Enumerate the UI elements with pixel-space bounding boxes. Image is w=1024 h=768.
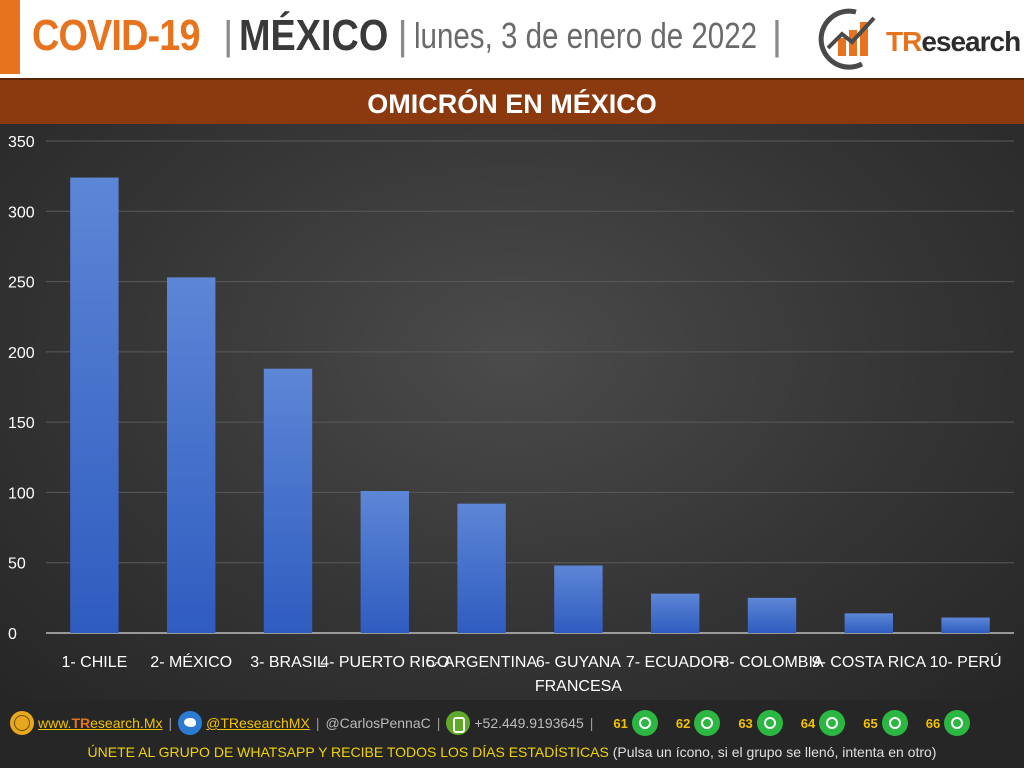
whatsapp-icon[interactable] (881, 710, 908, 736)
title-separator: | (771, 13, 783, 58)
y-tick-label: 150 (8, 415, 35, 432)
bar (747, 597, 797, 633)
bar (263, 368, 313, 633)
whatsapp-icon[interactable] (756, 710, 783, 736)
whatsapp-group-number: 62 (675, 715, 691, 731)
chart-title: OMICRÓN EN MÉXICO (367, 89, 657, 119)
header-accent (0, 0, 20, 74)
whatsapp-group-number: 63 (738, 715, 753, 731)
whatsapp-group-number: 61 (613, 715, 628, 731)
footer-bar: www.TResearch.Mx | @TResearchMX | @Carlo… (0, 700, 1024, 768)
phone-icon[interactable] (446, 711, 471, 735)
bar-chart: 0 50 100 150 200 250 300 350 1- CHILE 2- MÉXICO 3-… (8, 134, 1014, 695)
x-tick-label: 2- MÉXICO (150, 652, 232, 671)
whatsapp-group-number: 64 (800, 715, 816, 731)
x-tick-label: 8- COLOMBIA (720, 654, 823, 671)
whatsapp-icon[interactable] (819, 710, 846, 736)
footer-separator: | (315, 715, 320, 731)
title-covid: COVID-19 (32, 11, 201, 60)
whatsapp-group-number: 66 (925, 715, 941, 731)
header-title: COVID-19 | MÉXICO | lunes, 3 de enero de… (32, 8, 788, 64)
x-tick-label: 4- PUERTO RICO (320, 654, 449, 671)
footer-cta: ÚNETE AL GRUPO DE WHATSAPP Y RECIBE TODO… (0, 744, 1024, 760)
website-link[interactable]: www.TResearch.Mx (38, 715, 163, 731)
twitter-link[interactable]: @TResearchMX (206, 715, 310, 731)
logo-wordmark: TResearch (886, 26, 1021, 57)
whatsapp-icon[interactable] (944, 710, 971, 736)
author-handle: @CarlosPennaC (325, 715, 431, 731)
phone-number: +52.449.9193645 (474, 715, 584, 731)
x-tick-label: 5- ARGENTINA (426, 654, 537, 671)
whatsapp-icon[interactable] (631, 710, 658, 736)
y-tick-label: 300 (8, 204, 35, 221)
x-tick-label: 7- ECUADOR (626, 654, 725, 671)
whatsapp-icon[interactable] (694, 710, 721, 736)
title-country: MÉXICO (239, 11, 389, 60)
y-tick-label: 50 (8, 556, 26, 573)
title-date: lunes, 3 de enero de 2022 (413, 15, 757, 56)
chart-title-band: OMICRÓN EN MÉXICO (0, 78, 1024, 126)
bar (167, 277, 216, 633)
logo-mark-icon (818, 8, 876, 70)
title-separator: | (223, 13, 234, 58)
whatsapp-group-number: 65 (863, 715, 878, 731)
bar (70, 177, 119, 633)
bar (554, 565, 603, 633)
bar (651, 593, 700, 633)
bar (360, 491, 409, 633)
x-tick-label: 9- COSTA RICA (812, 654, 927, 671)
x-tick-label: 3- BRASIL (250, 654, 326, 671)
x-tick-label: 6- GUYANA FRANCESA (535, 654, 622, 695)
globe-icon (10, 711, 34, 735)
x-tick-label: 1- CHILE (62, 654, 128, 671)
bar (941, 617, 990, 633)
footer-contacts: www.TResearch.Mx | @TResearchMX | @Carlo… (10, 710, 988, 736)
y-tick-label: 0 (8, 626, 17, 643)
y-tick-label: 350 (8, 134, 35, 151)
footer-separator: | (168, 715, 173, 731)
bar (844, 613, 893, 633)
title-separator: | (397, 13, 408, 58)
bar (457, 503, 506, 633)
y-tick-label: 100 (8, 485, 35, 502)
chart-area: 0 50 100 150 200 250 300 350 1- CHILE 2- MÉXICO 3-… (0, 124, 1024, 700)
footer-separator: | (436, 715, 441, 731)
footer-separator: | (589, 715, 594, 731)
x-tick-label: 10- PERÚ (930, 652, 1002, 671)
y-tick-label: 250 (8, 275, 35, 292)
y-tick-label: 200 (8, 345, 35, 362)
twitter-icon[interactable] (178, 711, 203, 735)
tresearch-logo[interactable]: TResearch (816, 4, 1024, 70)
header-bar: COVID-19 | MÉXICO | lunes, 3 de enero de… (0, 0, 1024, 74)
cta-text: ÚNETE AL GRUPO DE WHATSAPP Y RECIBE TODO… (87, 744, 609, 760)
cta-note: (Pulsa un ícono, si el grupo se llenó, i… (612, 744, 937, 760)
whatsapp-groups: 61 62 63 64 65 66 (613, 710, 988, 736)
